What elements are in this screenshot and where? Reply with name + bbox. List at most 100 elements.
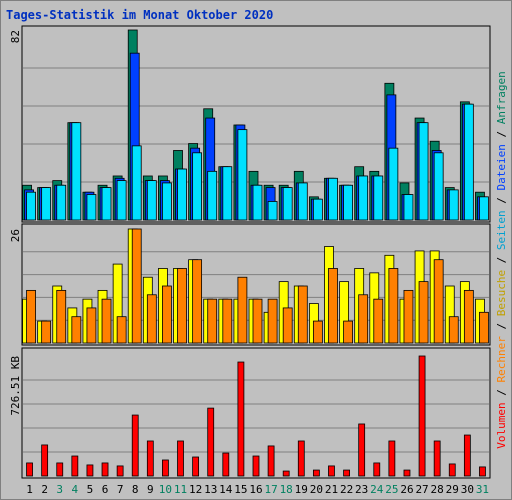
bar	[207, 407, 215, 477]
bar	[177, 168, 187, 221]
x-tick-label: 17	[264, 483, 277, 496]
bar	[358, 423, 366, 477]
bar	[71, 316, 82, 344]
bar	[26, 191, 36, 221]
x-tick-label: 30	[461, 483, 474, 496]
bar	[162, 459, 169, 477]
x-tick-label: 18	[280, 483, 293, 496]
x-tick-label: 4	[72, 483, 79, 496]
x-tick-label: 23	[355, 483, 368, 496]
bar	[343, 320, 353, 344]
x-tick-label: 20	[310, 483, 323, 496]
bar	[433, 440, 441, 477]
bar	[86, 194, 97, 221]
legend-entry: Seiten	[495, 210, 508, 250]
x-tick-label: 1	[26, 483, 33, 496]
legend-separator: /	[495, 316, 508, 336]
bar	[192, 259, 203, 344]
bar	[71, 122, 82, 221]
y-tick-label: 726.51 KB	[9, 356, 22, 416]
x-tick-label: 5	[87, 483, 94, 496]
bar	[252, 298, 263, 344]
bar	[56, 289, 67, 344]
bar	[463, 103, 474, 221]
bar	[403, 469, 411, 477]
bar	[463, 289, 474, 344]
bar	[388, 147, 399, 221]
x-tick-label: 29	[446, 483, 459, 496]
bar	[41, 444, 49, 477]
bar	[312, 198, 323, 221]
chart-title: Tages-Statistik im Monat Oktober 2020	[6, 8, 273, 22]
x-tick-label: 27	[415, 483, 428, 496]
bar	[297, 182, 308, 221]
bar	[192, 152, 203, 221]
legend-separator: /	[495, 383, 508, 403]
bar	[222, 166, 233, 221]
x-tick-label: 10	[159, 483, 172, 496]
bar	[86, 307, 97, 344]
legend-separator: /	[495, 190, 508, 210]
bar	[267, 445, 275, 477]
bar	[448, 463, 456, 477]
bar	[418, 355, 426, 477]
bar	[282, 307, 293, 344]
bar	[403, 289, 414, 344]
bar	[358, 294, 369, 344]
bar	[433, 259, 444, 344]
x-tick-label: 24	[370, 483, 384, 496]
bar	[312, 469, 320, 477]
bar	[282, 187, 293, 221]
x-tick-label: 22	[340, 483, 353, 496]
bar	[418, 122, 429, 221]
bar	[41, 187, 52, 221]
bar	[177, 268, 187, 344]
bar	[162, 182, 172, 221]
bar	[479, 311, 489, 344]
bar	[328, 268, 338, 344]
bar	[146, 294, 157, 344]
bar	[26, 289, 36, 344]
legend-entry: Anfragen	[495, 71, 508, 124]
bar	[479, 466, 486, 477]
x-tick-label: 11	[174, 483, 187, 496]
bar	[252, 455, 260, 477]
legend-entry: Dateien	[495, 144, 508, 190]
bar	[162, 285, 172, 344]
bar	[328, 465, 335, 477]
bar	[222, 452, 230, 477]
bar	[297, 285, 308, 344]
x-tick-label: 21	[325, 483, 338, 496]
bar	[146, 440, 154, 477]
bar	[297, 440, 305, 477]
x-tick-label: 9	[147, 483, 154, 496]
y-tick-label: 82	[9, 30, 22, 43]
x-tick-label: 15	[234, 483, 247, 496]
bar	[388, 268, 399, 344]
bar	[41, 320, 52, 344]
y-tick-label: 26	[9, 229, 22, 242]
bar	[418, 281, 429, 344]
x-tick-label: 3	[56, 483, 63, 496]
bar	[146, 180, 157, 221]
x-tick-label: 28	[431, 483, 444, 496]
bar	[343, 184, 353, 221]
bar	[388, 440, 396, 477]
legend-separator: /	[495, 250, 508, 270]
bar	[237, 129, 248, 221]
bar	[207, 298, 218, 344]
bar	[237, 361, 245, 477]
bar	[56, 462, 64, 477]
bar	[116, 316, 127, 344]
bar	[222, 298, 233, 344]
bar	[116, 180, 127, 221]
bar	[328, 177, 338, 221]
bar	[101, 462, 109, 477]
bar	[131, 414, 139, 477]
bar	[448, 316, 459, 344]
bar	[116, 465, 124, 477]
bar	[101, 187, 112, 221]
x-tick-label: 16	[249, 483, 262, 496]
bar	[131, 145, 142, 221]
